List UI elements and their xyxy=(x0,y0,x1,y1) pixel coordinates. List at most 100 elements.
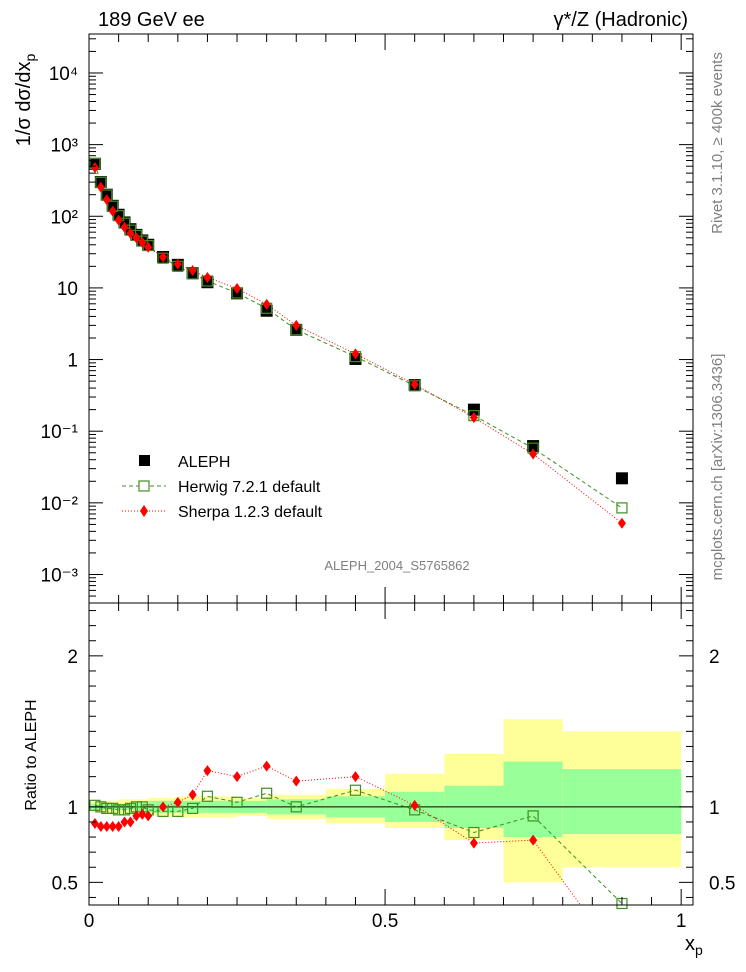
xtick-label: 0.5 xyxy=(372,911,398,932)
point-sherpa xyxy=(410,378,419,390)
point-sherpa xyxy=(126,227,135,239)
point-aleph xyxy=(615,472,628,485)
point-sherpa xyxy=(108,205,117,217)
ratio-point-sherpa xyxy=(144,810,153,822)
ratio-ytick-label-right: 1 xyxy=(709,798,720,819)
main-ytick-label: 1 xyxy=(67,351,78,372)
point-aleph xyxy=(467,403,480,416)
ratio-ylabel: Ratio to ALEPH xyxy=(23,699,40,810)
ratio-point-herwig xyxy=(231,796,243,808)
ratio-point-sherpa xyxy=(262,760,271,772)
main-ytick-label: 10⁴ xyxy=(49,64,78,85)
ratio-point-sherpa xyxy=(120,816,129,828)
main-ytick-label: 10² xyxy=(51,207,78,228)
mcplots-label: mcplots.cern.ch [arXiv:1306.3436] xyxy=(709,354,726,581)
point-sherpa xyxy=(188,265,197,277)
point-sherpa xyxy=(102,194,111,206)
point-sherpa xyxy=(138,237,147,249)
ratio-point-sherpa xyxy=(126,816,135,828)
main-ytick-label: 10⁻¹ xyxy=(41,422,79,443)
ratio-ytick-label-left: 0.5 xyxy=(52,873,78,894)
point-sherpa xyxy=(617,517,626,529)
xtick-label: 1 xyxy=(676,911,687,932)
ratio-point-herwig xyxy=(113,804,125,816)
ratio-point-sherpa xyxy=(203,765,212,777)
ratio-line-herwig xyxy=(94,789,623,904)
ratio-point-sherpa xyxy=(96,820,105,832)
xtick-label: 0 xyxy=(84,911,95,932)
rivet-label: Rivet 3.1.10, ≥ 400k events xyxy=(709,52,726,234)
watermark: ALEPH_2004_S5765862 xyxy=(324,558,469,573)
point-sherpa xyxy=(144,241,153,253)
ratio-point-sherpa xyxy=(351,771,360,783)
main-ytick-label: 10³ xyxy=(51,136,78,157)
legend-marker-aleph xyxy=(139,455,150,466)
ratio-ytick-label-right: 2 xyxy=(709,647,720,668)
legend-marker-herwig xyxy=(138,480,150,492)
ratio-point-herwig xyxy=(349,784,362,796)
point-herwig xyxy=(616,502,628,514)
ratio-point-sherpa xyxy=(188,789,197,801)
series-line-herwig xyxy=(94,163,623,509)
point-sherpa xyxy=(96,181,105,193)
ratio-ytick-label-right: 0.5 xyxy=(709,873,735,894)
ratio-point-herwig xyxy=(124,802,137,814)
main-ytick-label: 10 xyxy=(57,279,78,300)
point-sherpa xyxy=(173,258,182,270)
point-sherpa xyxy=(351,348,360,360)
ratio-frame xyxy=(88,602,694,906)
ratio-point-sherpa xyxy=(138,808,147,820)
ratio-point-herwig xyxy=(468,826,480,839)
ratio-point-sherpa xyxy=(410,799,419,811)
ratio-point-sherpa xyxy=(529,834,538,846)
ratio-point-sherpa xyxy=(132,810,141,822)
point-sherpa xyxy=(159,251,168,263)
ratio-panel: 0.5 0.5 1 1 2 2 0 0.5 1 Ratio to ALEPH xp xyxy=(23,602,735,958)
ratio-point-sherpa xyxy=(469,837,478,849)
series-line-sherpa xyxy=(94,167,623,524)
ratio-point-sherpa xyxy=(102,820,111,832)
legend-label-herwig: Herwig 7.2.1 default xyxy=(178,479,321,496)
ratio-band-inner xyxy=(562,769,682,835)
legend-label-aleph: ALEPH xyxy=(178,454,230,471)
ratio-band-inner xyxy=(503,761,563,838)
legend: ALEPH Herwig 7.2.1 default Sherpa 1.2.3 … xyxy=(122,454,323,521)
ratio-point-sherpa xyxy=(108,820,117,832)
xlabel: xp xyxy=(685,933,703,958)
ratio-point-sherpa xyxy=(233,771,242,783)
main-panel: 10⁻³ 10⁻² 10⁻¹ 1 10 10² 10³ 10⁴ ALEPH_2004_S576… xyxy=(13,33,694,604)
point-sherpa xyxy=(233,283,242,295)
legend-marker-sherpa xyxy=(140,505,148,517)
ratio-point-sherpa xyxy=(292,775,301,787)
main-ytick-label: 10⁻³ xyxy=(41,565,79,586)
point-sherpa xyxy=(292,319,301,331)
ratio-point-herwig xyxy=(101,802,113,814)
point-sherpa xyxy=(132,232,141,244)
point-sherpa xyxy=(262,298,271,310)
point-sherpa xyxy=(469,412,478,424)
ratio-ytick-label-left: 2 xyxy=(67,647,78,668)
ratio-ytick-label-left: 1 xyxy=(67,798,78,819)
ratio-point-sherpa xyxy=(90,817,99,829)
ratio-point-sherpa xyxy=(173,796,182,808)
point-sherpa xyxy=(90,161,99,173)
point-sherpa xyxy=(120,221,129,233)
right-title: γ*/Z (Hadronic) xyxy=(554,9,688,31)
ratio-point-herwig xyxy=(107,802,119,814)
ratio-point-herwig xyxy=(89,799,101,811)
ratio-point-herwig xyxy=(261,787,273,799)
ratio-point-herwig xyxy=(290,801,302,813)
legend-label-sherpa: Sherpa 1.2.3 default xyxy=(178,504,323,521)
point-sherpa xyxy=(114,214,123,226)
ratio-point-sherpa xyxy=(159,801,168,813)
ratio-point-sherpa xyxy=(114,820,123,832)
point-sherpa xyxy=(529,448,538,460)
ratio-point-herwig xyxy=(527,810,539,822)
left-title: 189 GeV ee xyxy=(98,9,205,31)
ratio-point-herwig xyxy=(118,804,131,816)
main-ytick-label: 10⁻² xyxy=(41,494,79,515)
ratio-point-herwig xyxy=(201,790,214,802)
point-sherpa xyxy=(203,271,212,283)
main-ylabel: 1/σ dσ/dxp xyxy=(13,54,38,147)
